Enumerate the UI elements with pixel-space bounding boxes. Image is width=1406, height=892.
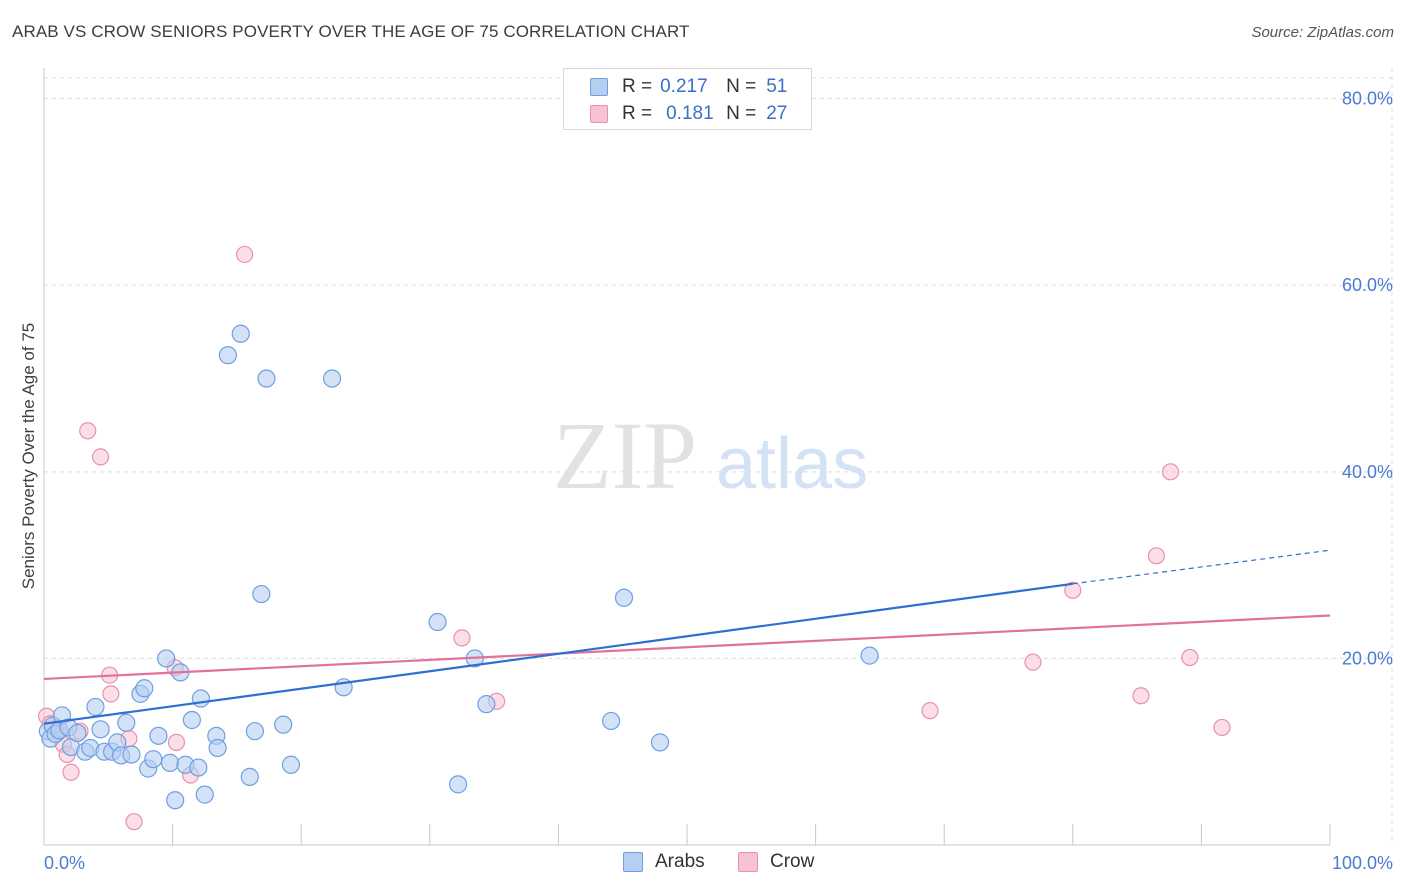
x-tick-label-max: 100.0% [1332, 853, 1393, 873]
arabs-n-label: N = [726, 76, 757, 97]
arabs-trend-extension [1072, 549, 1331, 585]
arabs-point [240, 767, 259, 786]
arabs-point [195, 785, 214, 804]
arabs-point [322, 369, 342, 388]
arabs-point [274, 715, 293, 734]
arabs-point [191, 689, 210, 708]
y-tick-label: 40.0% [1342, 462, 1393, 482]
correlation-legend: R = 0.217 N = 51 R = 0.181 N = 27 [563, 68, 812, 130]
trend-lines [43, 549, 1331, 725]
arabs-point [157, 649, 176, 668]
crow-point [1161, 463, 1180, 481]
y-axis-title: Seniors Poverty Over the Age of 75 [19, 323, 38, 589]
crow-point [236, 245, 254, 264]
crow-n-label: N = [726, 103, 757, 124]
y-tick-label: 80.0% [1342, 89, 1393, 109]
arabs-point [231, 324, 250, 343]
arabs-point [218, 346, 237, 365]
arabs-point [68, 723, 87, 743]
arabs-point [182, 710, 201, 730]
bottom-crow-swatch [738, 852, 758, 872]
arabs-n-value: 51 [766, 76, 788, 97]
arabs-point [257, 369, 276, 388]
crow-point [91, 448, 110, 466]
crow-swatch [590, 105, 608, 123]
chart-title: ARAB VS CROW SENIORS POVERTY OVER THE AG… [12, 22, 690, 41]
crow-point [1213, 718, 1231, 737]
arabs-points [38, 324, 879, 810]
arabs-point [122, 745, 141, 764]
crow-point [921, 702, 939, 720]
crow-trend-line [43, 614, 1331, 681]
crow-r-label: R = [622, 103, 653, 124]
arabs-point [160, 753, 180, 773]
arabs-point [614, 588, 634, 607]
crow-point [1181, 648, 1199, 667]
source-credit: Source: ZipAtlas.com [1251, 24, 1394, 41]
crow-point [125, 813, 143, 831]
crow-point [1132, 687, 1150, 705]
arabs-point [144, 750, 163, 769]
crow-point [79, 422, 97, 440]
crow-point [453, 629, 471, 647]
crow-point [62, 763, 80, 781]
y-tick-label: 60.0% [1342, 275, 1393, 295]
y-tick-label: 20.0% [1342, 648, 1393, 668]
arabs-point [245, 722, 265, 741]
arabs-r-value: 0.217 [660, 76, 708, 97]
arabs-point [86, 697, 105, 717]
crow-n-value: 27 [766, 103, 788, 124]
arabs-point [252, 584, 271, 604]
bottom-crow-label: Crow [770, 851, 815, 872]
watermark-zip: ZIP [553, 402, 697, 509]
legend-row-arabs: R = 0.217 N = 51 [590, 75, 787, 99]
legend-row-crow: R = 0.181 N = 27 [590, 102, 787, 126]
arabs-swatch [590, 78, 608, 96]
crow-point [1147, 547, 1165, 565]
arabs-r-label: R = [622, 76, 653, 97]
crow-point [167, 733, 186, 751]
bottom-arabs-label: Arabs [655, 851, 705, 872]
x-tick-label-min: 0.0% [44, 853, 85, 873]
crow-point [102, 685, 120, 703]
arabs-point [189, 758, 208, 777]
zipatlas-watermark: ZIP atlas [553, 402, 868, 509]
arabs-point [650, 733, 670, 752]
arabs-point [149, 726, 168, 745]
bottom-legend-crow: Crow [738, 851, 814, 873]
arabs-point [448, 775, 468, 794]
crow-r-value: 0.181 [666, 103, 714, 124]
bottom-legend-arabs: Arabs [623, 851, 705, 873]
arabs-point [91, 720, 110, 739]
x-tick-labels: 0.0% 100.0% [44, 853, 1393, 873]
arabs-point [428, 612, 447, 632]
bottom-arabs-swatch [623, 852, 643, 872]
arabs-point [860, 646, 879, 665]
arabs-point [602, 711, 621, 731]
arabs-point [281, 755, 301, 774]
crow-point [1064, 581, 1082, 599]
y-tick-labels: 20.0% 40.0% 60.0% 80.0% [1342, 89, 1393, 669]
arabs-point [477, 695, 496, 714]
arabs-trend-line [43, 582, 1073, 725]
arabs-point [135, 679, 154, 698]
crow-point [1024, 653, 1042, 671]
arabs-point [166, 791, 185, 810]
arabs-point [208, 738, 227, 758]
watermark-atlas: atlas [716, 424, 868, 504]
arabs-point [117, 713, 136, 732]
